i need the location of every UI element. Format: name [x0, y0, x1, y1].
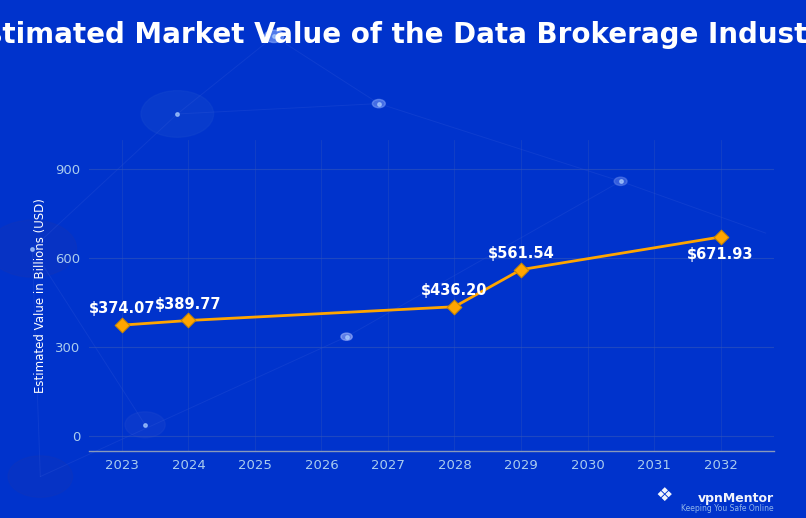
Circle shape — [264, 30, 284, 42]
Point — [182, 316, 195, 325]
Text: Estimated Market Value of the Data Brokerage Industry: Estimated Market Value of the Data Broke… — [0, 21, 806, 49]
Circle shape — [341, 333, 352, 340]
Text: ❖: ❖ — [655, 486, 673, 505]
Circle shape — [614, 177, 627, 185]
Point — [514, 266, 527, 274]
Point — [714, 233, 727, 241]
Circle shape — [372, 99, 385, 108]
Circle shape — [125, 412, 165, 438]
Text: $436.20: $436.20 — [422, 283, 488, 298]
Text: $561.54: $561.54 — [488, 246, 555, 261]
Circle shape — [8, 456, 73, 497]
Point — [448, 303, 461, 311]
Point — [115, 321, 128, 329]
Text: $671.93: $671.93 — [688, 247, 754, 262]
Y-axis label: Estimated Value in Billions (USD): Estimated Value in Billions (USD) — [34, 198, 47, 393]
Text: vpnMentor: vpnMentor — [698, 492, 774, 505]
Circle shape — [141, 91, 214, 137]
Text: $389.77: $389.77 — [156, 297, 222, 312]
Text: $374.07: $374.07 — [89, 301, 156, 316]
Circle shape — [0, 220, 77, 277]
Text: Keeping You Safe Online: Keeping You Safe Online — [681, 504, 774, 513]
